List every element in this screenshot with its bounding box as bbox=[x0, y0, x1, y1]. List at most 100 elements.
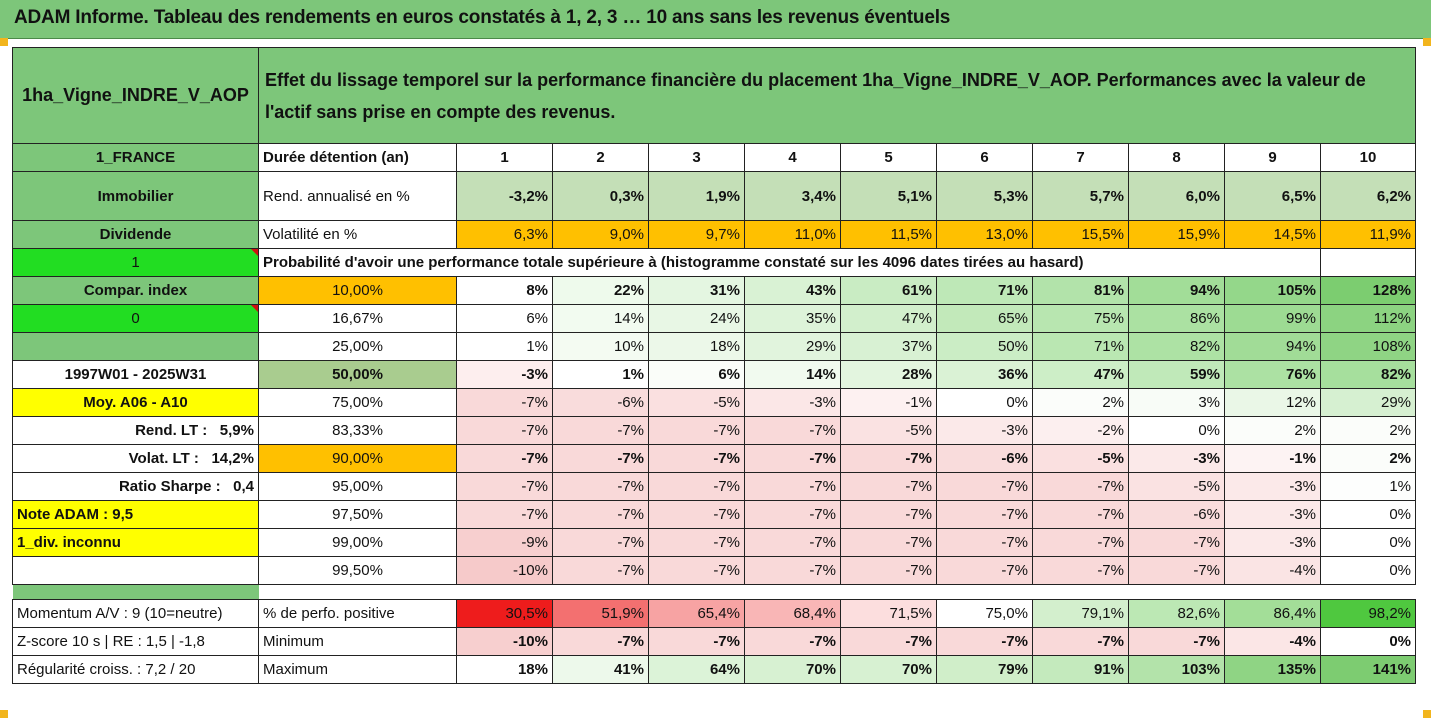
year-header: 9 bbox=[1224, 143, 1321, 172]
quantile-cell: 12% bbox=[1224, 388, 1321, 417]
volatility-label: Volatilité en % bbox=[258, 220, 457, 249]
corner-marker bbox=[0, 38, 8, 46]
volatility-cell: 9,0% bbox=[552, 220, 649, 249]
return-cell: 6,2% bbox=[1319, 171, 1417, 221]
quantile-cell: 86% bbox=[1128, 304, 1225, 333]
quantile-label: 95,00% bbox=[258, 472, 457, 501]
quantile-cell: -3% bbox=[1224, 500, 1321, 529]
quantile-cell: -7% bbox=[840, 556, 937, 585]
quantile-cell: 71% bbox=[936, 276, 1033, 305]
minimum-cell: -7% bbox=[744, 627, 841, 656]
probability-label: Probabilité d'avoir une performance tota… bbox=[258, 248, 1225, 277]
quantile-cell: 14% bbox=[744, 360, 841, 389]
empty-cell bbox=[12, 556, 259, 585]
quantile-cell: 65% bbox=[936, 304, 1033, 333]
quantile-row: Compar. index 10,00% 8% 22% 31% 43% 61% … bbox=[12, 276, 1417, 305]
quantile-label: 10,00% bbox=[258, 276, 457, 305]
compar-index-label: Compar. index bbox=[12, 276, 259, 305]
volatility-cell: 15,5% bbox=[1032, 220, 1129, 249]
minimum-cell: -7% bbox=[936, 627, 1033, 656]
quantile-cell: -3% bbox=[1128, 444, 1225, 473]
quantile-cell: 37% bbox=[840, 332, 937, 361]
period-label: 1997W01 - 2025W31 bbox=[12, 360, 259, 389]
minimum-row: Z-score 10 s | RE : 1,5 | -1,8 Minimum -… bbox=[12, 627, 1417, 656]
quantile-row: 1_div. inconnu 99,00% -9% -7% -7% -7% -7… bbox=[12, 528, 1417, 557]
volatility-row: Dividende Volatilité en % 6,3% 9,0% 9,7%… bbox=[12, 220, 1417, 249]
maximum-cell: 41% bbox=[552, 655, 649, 684]
quantile-cell: 14% bbox=[552, 304, 649, 333]
quantile-cell: -6% bbox=[552, 388, 649, 417]
description: Effet du lissage temporel sur la perform… bbox=[257, 47, 1417, 144]
description-row: 1ha_Vigne_INDRE_V_AOP Effet du lissage t… bbox=[12, 47, 1417, 144]
quantile-cell: 76% bbox=[1224, 360, 1321, 389]
quantile-cell: -7% bbox=[552, 416, 649, 445]
quantile-label: 83,33% bbox=[258, 416, 457, 445]
quantile-row: Note ADAM : 9,5 97,50% -7% -7% -7% -7% -… bbox=[12, 500, 1417, 529]
return-cell: 6,0% bbox=[1128, 171, 1225, 221]
positive-perf-cell: 75,0% bbox=[936, 599, 1033, 628]
quantile-cell: -7% bbox=[744, 472, 841, 501]
quantile-label: 25,00% bbox=[258, 332, 457, 361]
quantile-row: Ratio Sharpe : 0,4 95,00% -7% -7% -7% -7… bbox=[12, 472, 1417, 501]
year-header: 5 bbox=[840, 143, 937, 172]
quantile-cell: 24% bbox=[648, 304, 745, 333]
quantile-cell: -7% bbox=[936, 472, 1033, 501]
quantile-cell: -7% bbox=[744, 556, 841, 585]
year-header: 3 bbox=[648, 143, 745, 172]
minimum-cell: -7% bbox=[840, 627, 937, 656]
quantile-cell: 47% bbox=[840, 304, 937, 333]
quantile-cell: -7% bbox=[648, 556, 745, 585]
quantile-cell: -4% bbox=[1224, 556, 1321, 585]
probability-header-row: 1 Probabilité d'avoir une performance to… bbox=[12, 248, 1417, 277]
quantile-cell: 2% bbox=[1319, 444, 1417, 473]
regularity-label: Régularité croiss. : 7,2 / 20 bbox=[12, 655, 259, 684]
quantile-cell: 59% bbox=[1128, 360, 1225, 389]
quantile-cell: 47% bbox=[1032, 360, 1129, 389]
quantile-cell: -6% bbox=[1128, 500, 1225, 529]
quantile-cell: 2% bbox=[1224, 416, 1321, 445]
quantile-label: 97,50% bbox=[258, 500, 457, 529]
quantile-cell: -5% bbox=[1032, 444, 1129, 473]
quantile-cell: 82% bbox=[1128, 332, 1225, 361]
volatility-cell: 11,5% bbox=[840, 220, 937, 249]
quantile-cell: 18% bbox=[648, 332, 745, 361]
quantile-cell: -7% bbox=[648, 528, 745, 557]
quantile-cell: -7% bbox=[1032, 472, 1129, 501]
quantile-cell: 0% bbox=[1319, 500, 1417, 529]
quantile-cell: -7% bbox=[936, 528, 1033, 557]
quantile-cell: 29% bbox=[744, 332, 841, 361]
maximum-row: Régularité croiss. : 7,2 / 20 Maximum 18… bbox=[12, 655, 1417, 684]
corner-marker bbox=[1423, 710, 1431, 718]
positive-perf-row: Momentum A/V : 9 (10=neutre) % de perfo.… bbox=[12, 599, 1417, 628]
positive-perf-cell: 71,5% bbox=[840, 599, 937, 628]
adam-note: Note ADAM : 9,5 bbox=[12, 500, 259, 529]
asset-name: 1ha_Vigne_INDRE_V_AOP bbox=[12, 47, 259, 144]
quantile-cell: -3% bbox=[1224, 472, 1321, 501]
quantile-cell: -3% bbox=[456, 360, 553, 389]
compar-index-value: 0 bbox=[12, 304, 259, 333]
maximum-cell: 70% bbox=[840, 655, 937, 684]
quantile-cell: -10% bbox=[456, 556, 553, 585]
quantile-row: 25,00% 1% 10% 18% 29% 37% 50% 71% 82% 94… bbox=[12, 332, 1417, 361]
quantile-cell: 43% bbox=[744, 276, 841, 305]
return-cell: 6,5% bbox=[1224, 171, 1321, 221]
quantile-cell: -7% bbox=[552, 556, 649, 585]
maximum-cell: 64% bbox=[648, 655, 745, 684]
quantile-label: 50,00% bbox=[258, 360, 457, 389]
quantile-cell: 6% bbox=[456, 304, 553, 333]
category-label: Immobilier bbox=[12, 171, 259, 221]
quantile-cell: -7% bbox=[840, 500, 937, 529]
quantile-cell: 28% bbox=[840, 360, 937, 389]
quantile-label: 75,00% bbox=[258, 388, 457, 417]
quantile-row: Moy. A06 - A10 75,00% -7% -6% -5% -3% -1… bbox=[12, 388, 1417, 417]
volatility-cell: 6,3% bbox=[456, 220, 553, 249]
quantile-cell: -3% bbox=[1224, 528, 1321, 557]
year-header: 1 bbox=[456, 143, 553, 172]
quantile-cell: 22% bbox=[552, 276, 649, 305]
positive-perf-cell: 82,6% bbox=[1128, 599, 1225, 628]
quantile-cell: -7% bbox=[552, 472, 649, 501]
separator-row bbox=[12, 584, 1416, 600]
minimum-cell: -7% bbox=[1032, 627, 1129, 656]
positive-perf-cell: 65,4% bbox=[648, 599, 745, 628]
quantile-cell: 71% bbox=[1032, 332, 1129, 361]
